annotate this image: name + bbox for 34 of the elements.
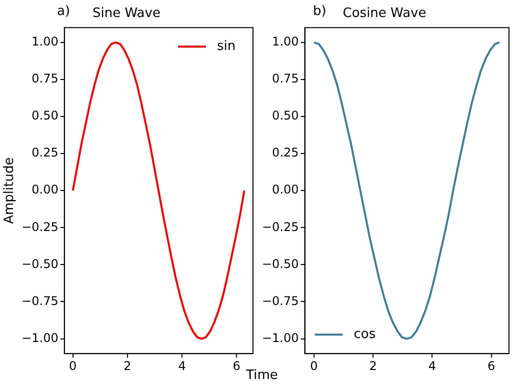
legend-label: sin <box>217 38 236 54</box>
legend-label: cos <box>354 326 376 342</box>
chart-title: Cosine Wave <box>342 6 426 22</box>
y-tick-label: 0.50 <box>272 108 299 123</box>
chart-title: Sine Wave <box>92 6 160 22</box>
y-tick-label: −0.25 <box>262 220 299 234</box>
y-tick-label: −0.25 <box>22 220 58 234</box>
x-axis-title: Time <box>246 368 278 383</box>
y-tick-label: 0.00 <box>272 182 299 197</box>
x-tick-label: 0 <box>69 358 77 373</box>
y-tick-label: 1.00 <box>32 34 58 49</box>
y-tick-label: −1.00 <box>262 330 299 345</box>
x-tick-label: 2 <box>124 358 132 373</box>
text: b) <box>313 4 326 19</box>
x-tick-label: 4 <box>178 358 186 373</box>
y-tick-label: 0.25 <box>272 146 299 160</box>
x-tick-label: 0 <box>310 358 318 373</box>
x-tick-label: 6 <box>487 358 496 373</box>
y-tick-label: 0.50 <box>32 108 58 123</box>
text: a) <box>57 4 70 19</box>
y-tick-label: 0.00 <box>32 182 58 197</box>
x-tick-label: 2 <box>369 358 377 373</box>
y-tick-label: −0.50 <box>262 256 299 271</box>
y-tick-label: 0.75 <box>32 72 58 86</box>
y-tick-label: −1.00 <box>22 330 58 345</box>
y-axis-title: Amplitude <box>2 157 18 224</box>
y-tick-label: −0.75 <box>22 294 58 308</box>
y-tick-label: 0.75 <box>272 72 299 86</box>
y-tick-label: 1.00 <box>272 34 299 49</box>
y-tick-label: 0.25 <box>32 146 58 160</box>
x-tick-label: 6 <box>232 358 240 373</box>
x-tick-label: 4 <box>428 358 436 373</box>
y-tick-label: −0.75 <box>262 294 299 308</box>
y-tick-label: −0.50 <box>22 256 58 271</box>
